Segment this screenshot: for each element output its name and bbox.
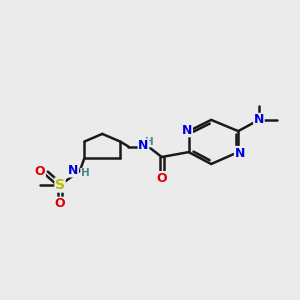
Text: N: N	[182, 124, 192, 137]
Text: O: O	[34, 165, 45, 178]
Text: N: N	[68, 164, 78, 177]
Text: S: S	[55, 178, 65, 192]
Text: O: O	[55, 197, 65, 210]
Text: H: H	[81, 168, 90, 178]
Text: N: N	[138, 139, 148, 152]
Text: N: N	[254, 113, 264, 126]
Text: N: N	[235, 146, 245, 160]
Text: H: H	[145, 137, 154, 147]
Text: O: O	[156, 172, 167, 184]
